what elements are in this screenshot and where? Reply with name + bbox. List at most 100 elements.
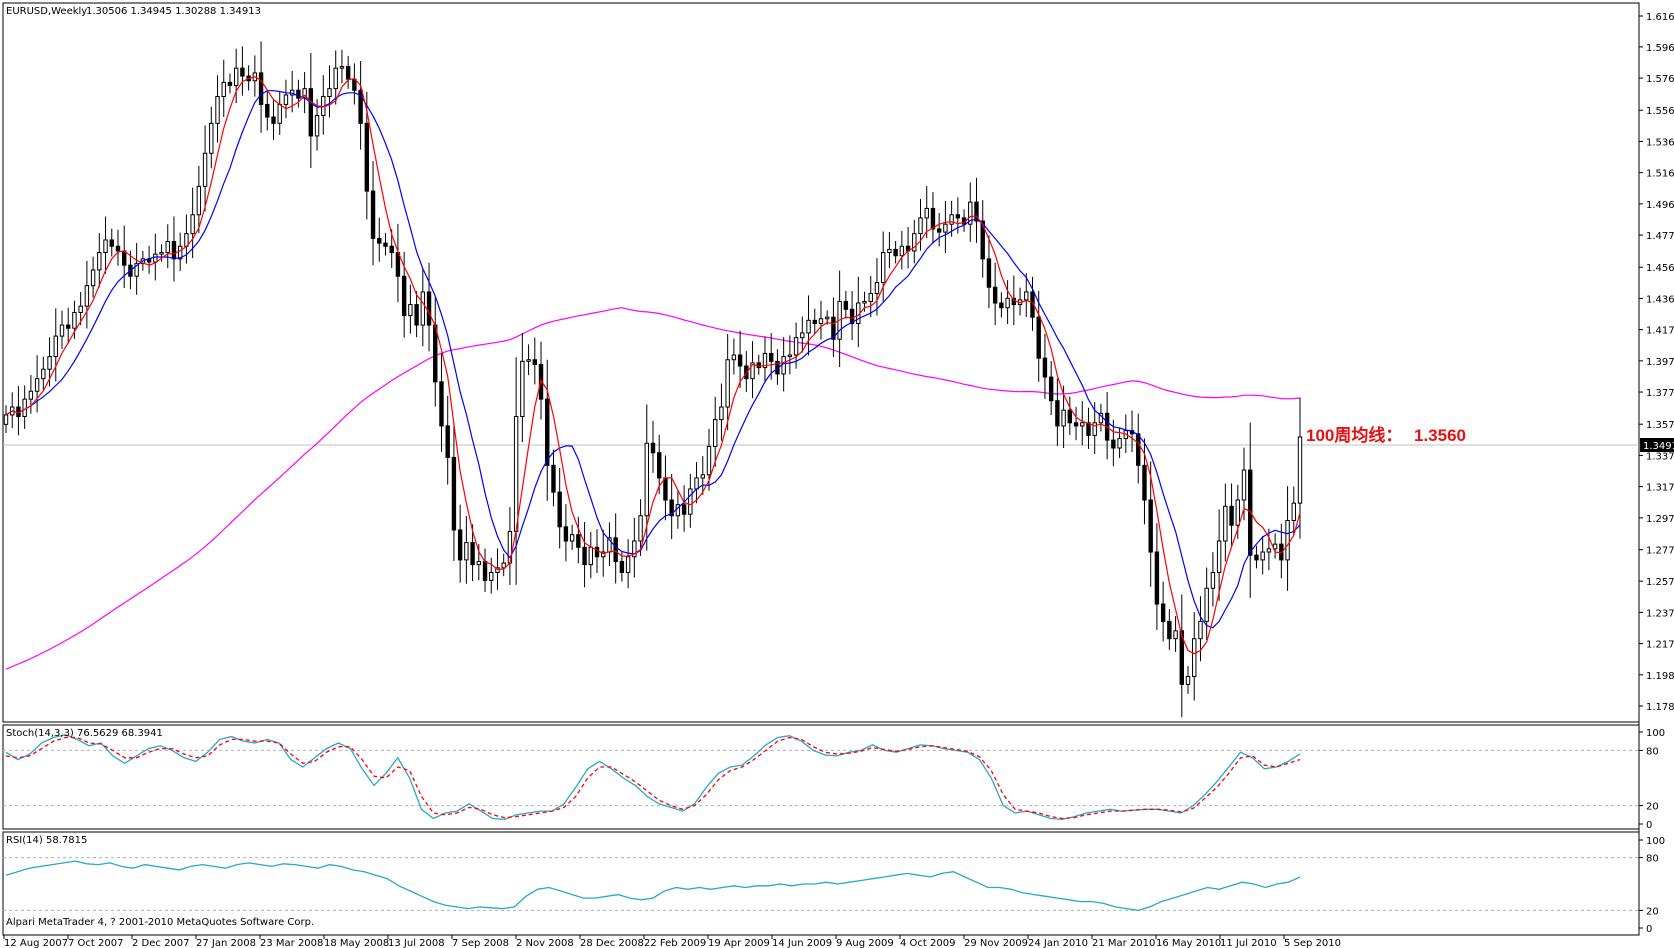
rsi-tick-label: 20: [1646, 906, 1659, 917]
candle-body: [352, 78, 357, 91]
candle-body: [1198, 620, 1203, 640]
candle-body: [202, 152, 208, 187]
price-y-axis: 1.61610 1.59650 1.57670 1.55630 1.53650 1.516…: [1639, 12, 1674, 713]
candle-body: [793, 337, 799, 356]
stoch-series-0: [5, 734, 1301, 821]
candle-body: [980, 220, 985, 260]
stoch-lines: [5, 734, 1301, 821]
candle-body: [265, 103, 270, 118]
candle-body: [1291, 502, 1296, 521]
rsi-tick-label: 0: [1646, 924, 1652, 935]
candle-body: [414, 304, 419, 326]
candle-body: [159, 252, 164, 255]
candle-body: [762, 352, 768, 369]
candle-body: [215, 96, 220, 124]
price-tick-label: 1.59650: [1646, 43, 1674, 54]
candle-body: [34, 378, 40, 392]
ohlc-header: 1.30506 1.34945 1.30288 1.34913: [86, 6, 261, 17]
x-tick-label: 2 Dec 2007: [132, 938, 190, 948]
candle-body: [1117, 438, 1122, 449]
price-tick-label: 1.45670: [1646, 263, 1674, 274]
candle-body: [495, 567, 500, 574]
price-tick-label: 1.27750: [1646, 546, 1674, 557]
footer-copyright: Alpari MetaTrader 4, ? 2001-2010 MetaQuo…: [6, 917, 314, 928]
candle-body: [563, 526, 569, 542]
candle-body: [669, 499, 674, 517]
x-tick-label: 14 Jun 2009: [772, 938, 832, 948]
candle-body: [1024, 291, 1029, 301]
candle-body: [296, 89, 301, 99]
rsi-tick-label: 80: [1646, 854, 1659, 865]
candle-body: [1173, 630, 1178, 640]
candle-body: [72, 311, 77, 329]
candle-body: [482, 560, 488, 581]
candle-body: [930, 207, 936, 230]
candle-body: [165, 241, 170, 254]
candle-body: [1154, 551, 1160, 605]
candle-body: [1055, 400, 1060, 427]
stoch-title: Stoch(14,3,3) 76.5629 68.3941: [6, 728, 163, 739]
x-tick-label: 24 Jan 2010: [1028, 938, 1088, 948]
candle-body: [177, 245, 183, 260]
candle-body: [426, 291, 432, 326]
price-tick-label: 1.39730: [1646, 357, 1674, 368]
price-tick-label: 1.19810: [1646, 671, 1674, 682]
candle-body: [339, 66, 345, 69]
x-tick-label: 7 Oct 2007: [68, 938, 123, 948]
candle-body: [1148, 499, 1153, 553]
candle-body: [831, 316, 836, 340]
price-tick-label: 1.49690: [1646, 200, 1674, 211]
candle-body: [893, 248, 898, 257]
candle-body: [713, 419, 718, 447]
candle-body: [196, 185, 202, 216]
candle-body: [47, 356, 52, 370]
candle-body: [1260, 551, 1265, 561]
candle-body: [601, 551, 606, 558]
candle-body: [1285, 519, 1290, 561]
candle-body: [377, 237, 382, 244]
x-tick-label: 22 Feb 2009: [644, 938, 706, 948]
candle-body: [233, 67, 239, 87]
candle-body: [781, 356, 786, 375]
candle-body: [520, 360, 525, 417]
price-panel: [2, 2, 1640, 723]
candle-body: [1086, 422, 1091, 436]
candle-body: [209, 122, 214, 154]
stoch-tick-label: 80: [1646, 746, 1659, 757]
candle-body: [800, 332, 805, 339]
candle-body: [619, 560, 625, 574]
price-tick-label: 1.43690: [1646, 294, 1674, 305]
candle-body: [134, 263, 139, 277]
stoch-tick-label: 20: [1646, 802, 1659, 813]
candle-body: [924, 207, 929, 219]
candle-body: [258, 72, 264, 105]
candle-body: [464, 542, 469, 561]
candle-body: [327, 88, 332, 98]
candle-body: [1210, 572, 1216, 589]
candle-body: [420, 291, 426, 326]
current-price-tag: [1640, 438, 1674, 452]
price-tick-label: 1.53650: [1646, 137, 1674, 148]
candle-body: [370, 190, 376, 239]
price-tick-label: 1.21790: [1646, 640, 1674, 651]
x-tick-label: 18 May 2008: [324, 938, 389, 948]
candle-body: [818, 318, 824, 324]
candle-body: [1042, 357, 1048, 378]
candle-body: [489, 572, 494, 581]
candle-body: [862, 300, 867, 304]
candle-body: [364, 122, 370, 192]
candle-body: [1204, 587, 1209, 622]
time-x-axis: 12 Aug 2007 7 Oct 2007 2 Dec 2007 27 Jan 20…: [3, 935, 1341, 948]
candle-body: [333, 67, 338, 90]
candle-body: [569, 534, 575, 542]
candle-body: [53, 335, 58, 358]
candle-body: [345, 66, 351, 80]
ma-fast-line: [5, 76, 1301, 655]
candle-body: [843, 300, 849, 310]
candle-body: [1192, 638, 1197, 678]
candle-body: [277, 103, 282, 124]
candle-body: [768, 352, 774, 362]
candle-body: [103, 239, 108, 254]
candle-body: [78, 305, 83, 313]
x-tick-label: 2 Nov 2008: [516, 938, 574, 948]
